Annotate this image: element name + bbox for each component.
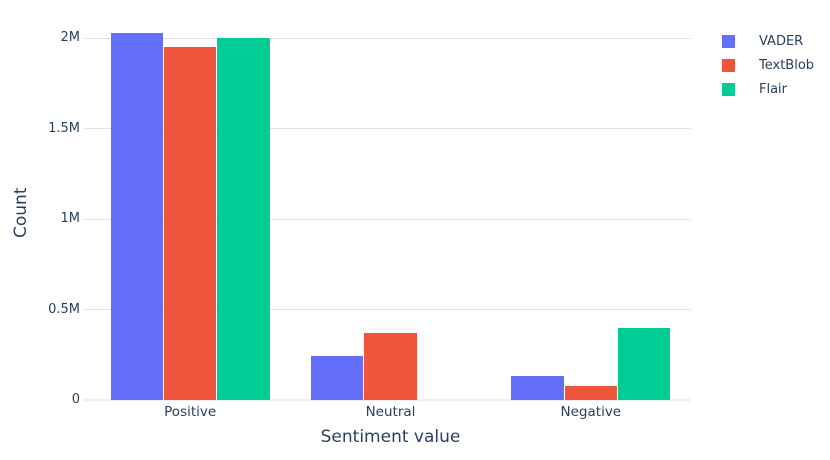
y-tick-label: 0 [71, 392, 80, 407]
legend-item-textblob[interactable]: TextBlob [722, 54, 822, 78]
x-tick-label: Negative [560, 404, 622, 420]
y-gridline [84, 218, 691, 220]
legend-item-vader[interactable]: VADER [722, 30, 822, 54]
y-tick-label: 0.5M [48, 301, 80, 317]
legend-item-label: TextBlob [759, 58, 815, 73]
legend-item-label: VADER [759, 34, 804, 49]
bar-textblob-neutral[interactable] [364, 333, 417, 400]
legend-swatch-icon [722, 59, 735, 72]
bar-vader-positive[interactable] [110, 32, 163, 400]
bar-flair-negative[interactable] [618, 327, 671, 400]
bar-textblob-negative[interactable] [564, 386, 618, 400]
legend-swatch-icon [722, 35, 735, 48]
y-tick-label: 1.5M [48, 120, 80, 136]
x-tick-label: Neutral [365, 404, 416, 420]
bar-flair-positive[interactable] [217, 38, 270, 400]
legend-swatch-icon [722, 83, 735, 96]
x-axis-title: Sentiment value [320, 427, 461, 447]
y-tick-label: 1M [60, 211, 81, 227]
y-tick-label: 2M [60, 30, 81, 46]
y-gridline [84, 37, 691, 39]
bar-vader-neutral[interactable] [310, 355, 364, 400]
legend: VADER TextBlob Flair [722, 30, 822, 102]
bar-vader-negative[interactable] [511, 376, 564, 400]
legend-item-flair[interactable]: Flair [722, 78, 822, 102]
zero-line [84, 399, 691, 401]
x-tick-label: Positive [164, 404, 217, 420]
bar-textblob-positive[interactable] [163, 47, 217, 400]
legend-item-label: Flair [759, 82, 788, 97]
y-gridline [84, 309, 691, 311]
y-gridline [84, 128, 691, 130]
